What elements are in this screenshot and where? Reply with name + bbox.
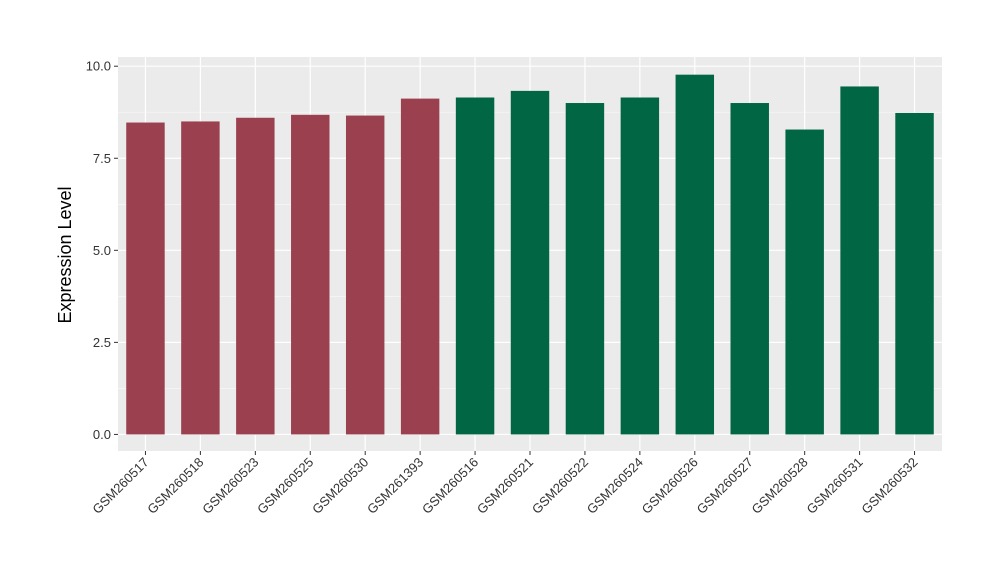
x-tick-label: GSM260523	[199, 455, 261, 517]
bar-GSM260518	[181, 121, 220, 435]
x-tick-label: GSM260524	[584, 455, 646, 517]
y-tick-label: 2.5	[93, 335, 111, 350]
y-tick-label: 7.5	[93, 151, 111, 166]
y-tick-label: 0.0	[93, 427, 111, 442]
bar-GSM260532	[895, 112, 934, 435]
bar-GSM261393	[400, 98, 440, 435]
x-tick-label: GSM260516	[419, 455, 481, 517]
x-tick-label: GSM260531	[803, 455, 865, 517]
x-tick-label: GSM261393	[364, 455, 426, 517]
bar-GSM260528	[785, 129, 824, 435]
bar-GSM260521	[510, 90, 550, 435]
x-tick-label: GSM260526	[639, 455, 701, 517]
x-tick-label: GSM260518	[144, 455, 206, 517]
x-tick-label: GSM260530	[309, 455, 371, 517]
y-tick-label: 5.0	[93, 243, 111, 258]
x-tick-label: GSM260522	[529, 455, 591, 517]
bar-GSM260526	[675, 74, 715, 435]
bar-GSM260524	[620, 97, 660, 435]
x-tick-label: GSM260527	[694, 455, 756, 517]
y-axis-title: Expression Level	[55, 186, 75, 323]
bar-GSM260530	[345, 115, 385, 435]
bar-GSM260517	[126, 122, 165, 435]
x-tick-label: GSM260532	[858, 455, 920, 517]
bar-GSM260522	[565, 103, 605, 435]
bar-GSM260531	[840, 86, 879, 435]
bar-GSM260527	[730, 103, 769, 435]
x-tick-label: GSM260517	[89, 455, 151, 517]
bar-GSM260523	[236, 117, 275, 435]
bar-GSM260525	[291, 114, 330, 435]
bar-GSM260516	[455, 97, 495, 435]
x-tick-label: GSM260521	[474, 455, 536, 517]
x-tick-label: GSM260525	[254, 455, 316, 517]
x-tick-label: GSM260528	[749, 455, 811, 517]
x-axis: GSM260517GSM260518GSM260523GSM260525GSM2…	[89, 451, 921, 517]
bars	[126, 74, 934, 435]
y-axis: 0.0 2.5 5.0 7.5 10.0	[86, 59, 118, 442]
y-tick-label: 10.0	[86, 59, 111, 74]
